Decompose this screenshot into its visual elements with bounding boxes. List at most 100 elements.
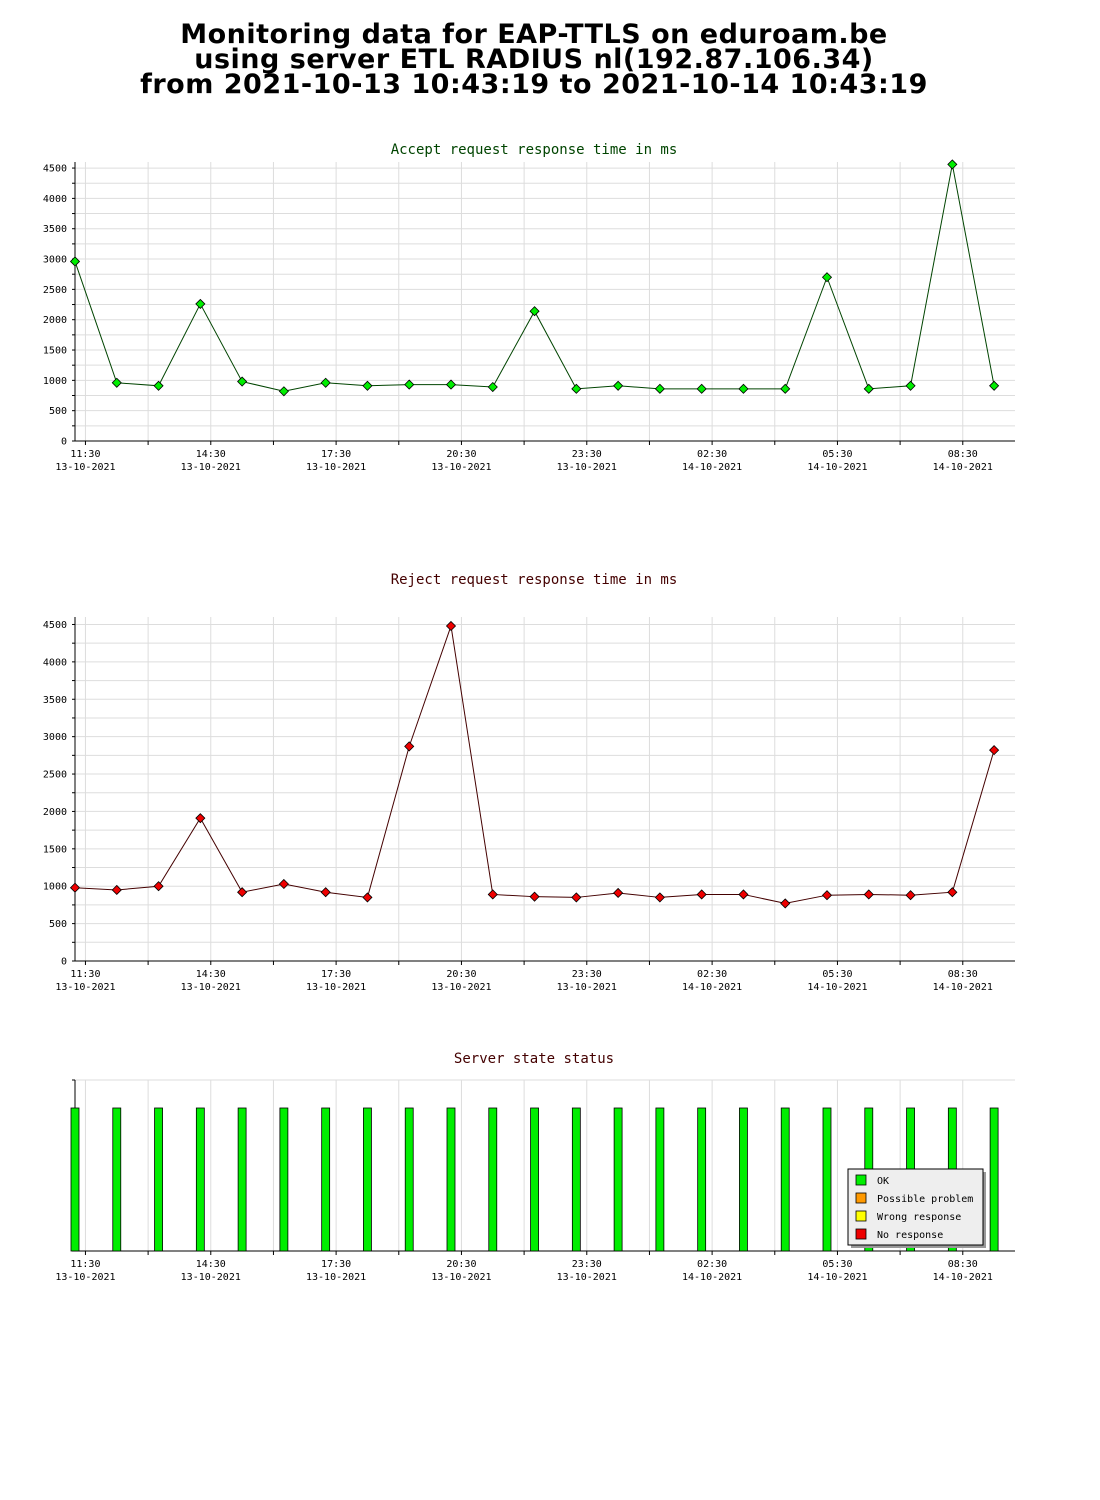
x-tick-time-label: 05:30 xyxy=(822,449,852,460)
status-bar xyxy=(697,1107,707,1252)
x-tick-time-label: 08:30 xyxy=(948,1259,978,1270)
data-point xyxy=(404,379,415,390)
x-tick-date-label: 13-10-2021 xyxy=(306,462,366,473)
legend-label: OK xyxy=(877,1176,889,1187)
data-point xyxy=(947,159,958,170)
status-bar xyxy=(530,1107,539,1252)
x-tick-time-label: 11:30 xyxy=(70,449,100,460)
x-tick-date-label: 13-10-2021 xyxy=(181,982,241,993)
y-tick-label: 3500 xyxy=(43,695,67,706)
x-tick-date-label: 13-10-2021 xyxy=(55,982,115,993)
legend-swatch xyxy=(855,1228,867,1240)
data-point xyxy=(863,383,874,394)
status-bar xyxy=(613,1107,623,1252)
y-tick-label: 4000 xyxy=(43,194,67,205)
y-tick-label: 2500 xyxy=(43,770,67,781)
data-point xyxy=(237,376,248,387)
x-tick-time-label: 20:30 xyxy=(446,449,476,460)
server-status-chart: Server state status 11:30 13-10-2021 14:30… xyxy=(55,1051,1015,1283)
status-bar xyxy=(989,1107,999,1252)
accept-response-chart: Accept request response time in ms 0 500 1… xyxy=(43,142,1015,473)
data-point xyxy=(153,380,164,391)
data-point xyxy=(69,882,81,893)
x-tick-date-label: 13-10-2021 xyxy=(431,982,491,993)
status-bar xyxy=(655,1107,665,1252)
y-tick-label: 4500 xyxy=(43,620,67,631)
x-tick-date-label: 13-10-2021 xyxy=(557,982,617,993)
x-tick-date-label: 14-10-2021 xyxy=(682,462,742,473)
data-point xyxy=(905,380,916,391)
x-tick-date-label: 14-10-2021 xyxy=(933,1272,993,1283)
x-tick-date-label: 13-10-2021 xyxy=(306,1272,366,1283)
x-tick-time-label: 23:30 xyxy=(572,969,602,980)
x-tick-date-label: 13-10-2021 xyxy=(55,462,115,473)
title-line-1: Monitoring data for EAP-TTLS on eduroam.… xyxy=(180,19,888,50)
data-point xyxy=(738,383,749,394)
x-tick-time-label: 02:30 xyxy=(697,969,727,980)
data-point xyxy=(905,890,916,901)
x-tick-date-label: 13-10-2021 xyxy=(431,1272,491,1283)
x-tick-time-label: 08:30 xyxy=(948,449,978,460)
x-tick-date-label: 13-10-2021 xyxy=(557,462,617,473)
x-tick-time-label: 17:30 xyxy=(321,1259,351,1270)
data-point xyxy=(654,383,665,394)
data-point xyxy=(821,272,833,283)
y-tick-label: 500 xyxy=(49,919,67,930)
status-bar xyxy=(446,1107,456,1252)
title-line-2: using server ETL RADIUS nl(192.87.106.34… xyxy=(194,44,874,75)
title-line-3: from 2021-10-13 10:43:19 to 2021-10-14 1… xyxy=(140,69,928,100)
y-tick-label: 2000 xyxy=(43,807,67,818)
x-tick-date-label: 13-10-2021 xyxy=(431,462,491,473)
x-tick-time-label: 20:30 xyxy=(446,969,476,980)
data-point xyxy=(571,892,582,903)
status-bar xyxy=(571,1107,581,1252)
y-tick-label: 1000 xyxy=(43,376,67,387)
status-bar xyxy=(70,1107,80,1252)
x-tick-date-label: 13-10-2021 xyxy=(181,1272,241,1283)
status-bar xyxy=(112,1107,122,1252)
x-tick-date-label: 14-10-2021 xyxy=(807,1272,867,1283)
x-tick-date-label: 13-10-2021 xyxy=(306,982,366,993)
data-point xyxy=(738,889,749,900)
data-point xyxy=(320,377,331,388)
series-line xyxy=(74,625,995,904)
y-tick-label: 0 xyxy=(61,957,67,968)
x-tick-time-label: 23:30 xyxy=(572,449,602,460)
legend-swatch xyxy=(855,1192,867,1204)
x-tick-date-label: 14-10-2021 xyxy=(933,982,993,993)
data-point xyxy=(195,298,206,309)
data-point xyxy=(445,620,457,632)
x-tick-date-label: 14-10-2021 xyxy=(682,1272,742,1283)
x-tick-time-label: 11:30 xyxy=(70,1259,100,1270)
x-tick-time-label: 20:30 xyxy=(446,1259,476,1270)
y-tick-label: 1500 xyxy=(43,346,67,357)
data-point xyxy=(362,892,373,903)
data-point xyxy=(404,741,415,752)
status-bar xyxy=(237,1107,247,1252)
data-point xyxy=(529,891,540,902)
x-tick-time-label: 05:30 xyxy=(822,1259,852,1270)
data-point xyxy=(696,889,707,900)
x-tick-date-label: 14-10-2021 xyxy=(807,982,867,993)
status-bar xyxy=(279,1107,289,1252)
status-bar xyxy=(822,1107,832,1252)
y-tick-label: 0 xyxy=(61,437,67,448)
legend-label: No response xyxy=(877,1230,943,1241)
chart-title: Reject request response time in ms xyxy=(391,572,678,588)
y-tick-label: 1000 xyxy=(43,882,67,893)
data-point xyxy=(780,898,791,909)
data-point xyxy=(445,379,457,390)
data-point xyxy=(278,386,289,397)
x-tick-time-label: 14:30 xyxy=(196,1259,226,1270)
y-tick-label: 4000 xyxy=(43,657,67,668)
status-bar xyxy=(154,1107,163,1252)
x-tick-time-label: 08:30 xyxy=(948,969,978,980)
x-tick-date-label: 13-10-2021 xyxy=(55,1272,115,1283)
data-point xyxy=(654,892,665,903)
data-point xyxy=(487,889,498,900)
x-tick-date-label: 14-10-2021 xyxy=(933,462,993,473)
data-point xyxy=(989,745,1000,756)
data-point xyxy=(195,813,206,824)
legend-box xyxy=(847,1168,984,1246)
data-point xyxy=(696,383,707,394)
